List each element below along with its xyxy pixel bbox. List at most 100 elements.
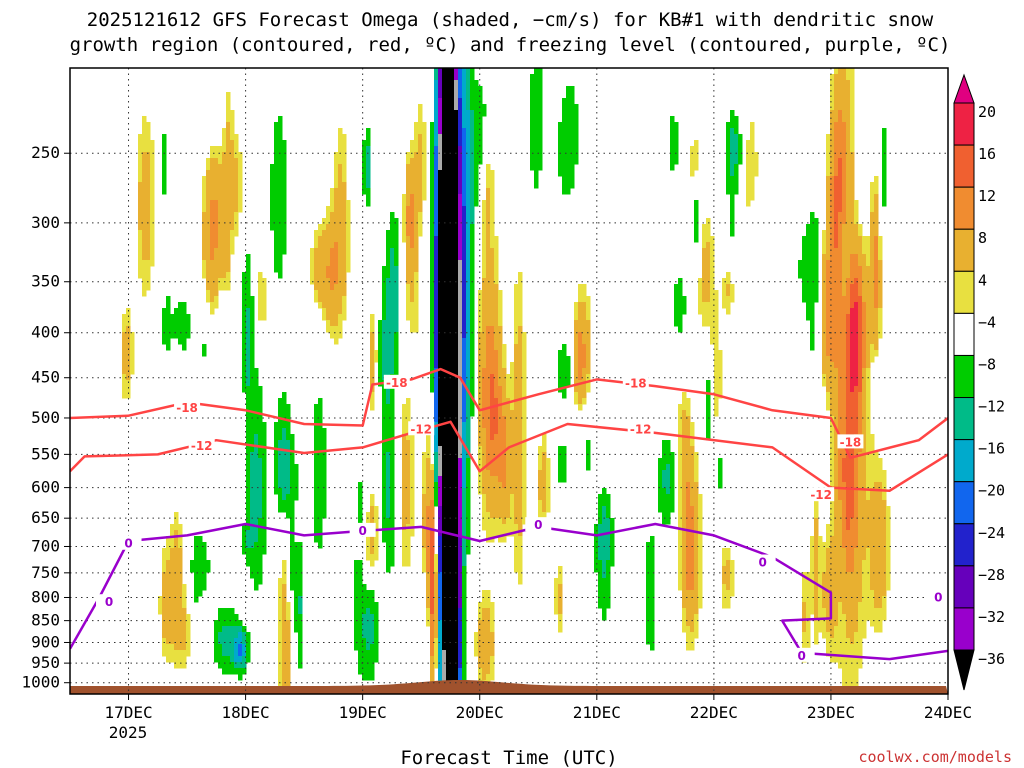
omega-cell	[318, 458, 323, 465]
omega-cell	[186, 620, 191, 627]
omega-cell	[162, 554, 167, 561]
omega-cell	[466, 122, 471, 129]
omega-cell	[442, 590, 447, 597]
omega-cell	[454, 446, 459, 453]
omega-cell	[442, 440, 447, 447]
omega-cell	[470, 74, 475, 81]
omega-cell	[262, 428, 267, 435]
omega-cell	[458, 620, 463, 627]
omega-cell	[426, 602, 431, 609]
omega-cell	[450, 452, 455, 459]
omega-cell	[750, 128, 755, 135]
omega-cell	[502, 446, 507, 453]
omega-cell	[126, 320, 131, 327]
omega-cell	[370, 506, 375, 513]
omega-cell	[274, 158, 279, 165]
omega-cell	[214, 218, 219, 225]
omega-cell	[606, 542, 611, 549]
omega-cell	[314, 500, 319, 507]
omega-cell	[322, 248, 327, 255]
omega-cell	[430, 200, 435, 207]
omega-cell	[258, 314, 263, 321]
omega-cell	[506, 500, 511, 507]
omega-cell	[646, 542, 651, 549]
omega-cell	[234, 158, 239, 165]
omega-cell	[366, 650, 371, 657]
omega-cell	[490, 182, 495, 189]
omega-cell	[558, 356, 563, 363]
omega-cell	[830, 158, 835, 165]
omega-cell	[358, 614, 363, 621]
omega-cell	[578, 332, 583, 339]
omega-cell	[650, 584, 655, 591]
omega-cell	[470, 260, 475, 267]
omega-cell	[494, 344, 499, 351]
omega-cell	[430, 530, 435, 537]
omega-cell	[426, 530, 431, 537]
omega-cell	[122, 380, 127, 387]
omega-cell	[434, 578, 439, 585]
omega-cell	[558, 134, 563, 141]
omega-cell	[726, 128, 731, 135]
omega-cell	[470, 80, 475, 87]
omega-cell	[362, 140, 367, 147]
omega-cell	[694, 578, 699, 585]
omega-cell	[662, 506, 667, 513]
omega-cell	[390, 476, 395, 483]
omega-cell	[690, 620, 695, 627]
omega-cell	[458, 536, 463, 543]
omega-cell	[830, 170, 835, 177]
omega-cell	[434, 560, 439, 567]
omega-cell	[258, 278, 263, 285]
omega-cell	[218, 614, 223, 621]
omega-cell	[818, 554, 823, 561]
omega-cell	[466, 308, 471, 315]
omega-cell	[282, 470, 287, 477]
omega-cell	[486, 338, 491, 345]
omega-cell	[830, 218, 835, 225]
omega-cell	[462, 308, 467, 315]
omega-cell	[386, 470, 391, 477]
omega-cell	[802, 608, 807, 615]
omega-cell	[438, 668, 443, 675]
omega-cell	[294, 542, 299, 549]
omega-cell	[826, 170, 831, 177]
omega-cell	[454, 554, 459, 561]
omega-cell	[274, 266, 279, 273]
omega-cell	[242, 296, 247, 303]
omega-cell	[254, 440, 259, 447]
omega-cell	[686, 590, 691, 597]
omega-cell	[186, 626, 191, 633]
omega-cell	[690, 440, 695, 447]
omega-cell	[446, 152, 451, 159]
omega-cell	[278, 188, 283, 195]
omega-cell	[594, 560, 599, 567]
omega-cell	[334, 248, 339, 255]
omega-cell	[414, 200, 419, 207]
omega-cell	[706, 296, 711, 303]
omega-cell	[694, 554, 699, 561]
omega-cell	[314, 446, 319, 453]
omega-cell	[274, 248, 279, 255]
omega-cell	[430, 128, 435, 135]
omega-cell	[370, 344, 375, 351]
omega-cell	[690, 614, 695, 621]
omega-cell	[582, 350, 587, 357]
omega-cell	[438, 266, 443, 273]
omega-cell	[314, 464, 319, 471]
omega-cell	[686, 464, 691, 471]
omega-cell	[490, 506, 495, 513]
omega-cell	[298, 644, 303, 651]
omega-cell	[406, 296, 411, 303]
omega-cell	[402, 236, 407, 243]
omega-cell	[210, 278, 215, 285]
omega-cell	[382, 524, 387, 531]
omega-cell	[706, 230, 711, 237]
omega-cell	[534, 152, 539, 159]
omega-cell	[382, 338, 387, 345]
omega-cell	[522, 470, 527, 477]
omega-cell	[370, 668, 375, 675]
omega-cell	[246, 332, 251, 339]
omega-cell	[458, 644, 463, 651]
omega-cell	[462, 656, 467, 663]
